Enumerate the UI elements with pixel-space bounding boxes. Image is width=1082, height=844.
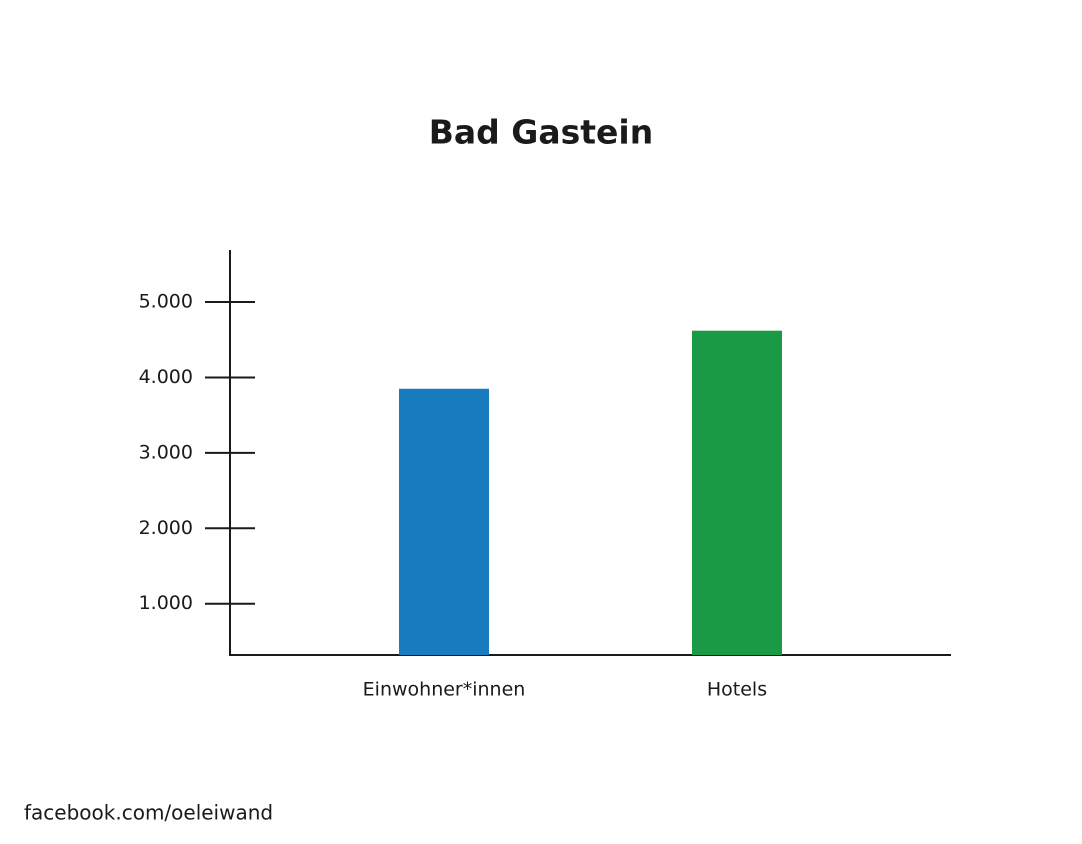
y-tick-label: 4.000 (139, 366, 193, 388)
x-tick-label: Einwohner*innen (363, 679, 526, 701)
y-tick-label: 2.000 (139, 517, 193, 539)
y-tick-label: 1.000 (139, 592, 193, 614)
bar (399, 388, 489, 655)
x-tick-label: Hotels (707, 679, 767, 701)
footer: facebook.com/oeleiwand (24, 801, 273, 825)
bar (692, 330, 782, 655)
y-tick-label: 5.000 (139, 291, 193, 313)
chart-title: Bad Gastein (429, 113, 654, 152)
y-tick-label: 3.000 (139, 441, 193, 463)
